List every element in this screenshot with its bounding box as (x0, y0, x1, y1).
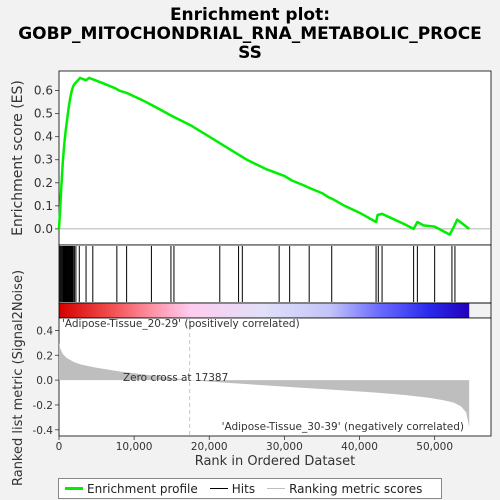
zero-cross-label: Zero cross at 17387 (123, 372, 228, 384)
x-tick-label: 10,000 (116, 441, 153, 453)
es-tick-label: 0.6 (34, 84, 53, 98)
legend-swatch-profile (65, 487, 83, 490)
legend: Enrichment profile Hits Ranking metric s… (58, 478, 442, 499)
legend-label-metric: Ranking metric scores (289, 481, 423, 496)
es-tick-label: 0.1 (34, 199, 53, 213)
chart-title-line-3: SS (238, 43, 262, 63)
legend-swatch-hits (209, 488, 228, 489)
x-tick-label: 20,000 (191, 441, 228, 453)
metric-axis-ticks: -0.4 -0.2 0.0 0.2 0.4 (33, 325, 59, 437)
x-tick-label: 50,000 (416, 441, 453, 453)
x-axis-ticks: 0 10,000 20,000 30,000 40,000 50,000 (56, 436, 453, 453)
metric-tick-label: 0.0 (36, 375, 53, 387)
es-tick-label: 0.5 (34, 107, 53, 121)
es-panel (58, 70, 492, 246)
metric-tick-label: 0.2 (36, 350, 53, 362)
metric-tick-label: -0.2 (33, 400, 54, 412)
chart-title-line-2: GOBP_MITOCHONDRIAL_RNA_METABOLIC_PROCE (18, 24, 482, 44)
legend-item-profile: Enrichment profile (65, 482, 198, 496)
metric-axis-label: Ranked list metric (Signal2Noise) (11, 270, 26, 486)
legend-item-metric: Ranking metric scores (267, 482, 422, 496)
es-tick-label: 0.3 (34, 153, 53, 167)
legend-label-hits: Hits (231, 481, 256, 496)
legend-label-profile: Enrichment profile (87, 481, 198, 496)
hit-marks (59, 246, 456, 302)
es-tick-label: 0.4 (34, 130, 53, 144)
metric-tick-label: 0.4 (36, 325, 53, 337)
legend-item-hits: Hits (209, 481, 256, 496)
x-axis-label: Rank in Ordered Dataset (195, 454, 356, 469)
es-axis-label: Enrichment score (ES) (10, 80, 26, 236)
es-tick-label: 0.0 (34, 222, 53, 236)
enrichment-profile-line (57, 76, 470, 236)
chart-title-line-1: Enrichment plot: (170, 5, 330, 25)
es-axis-ticks: 0.0 0.1 0.2 0.3 0.4 0.5 0.6 (34, 84, 59, 236)
positive-correlation-label: 'Adipose-Tissue_20-29' (positively corre… (62, 318, 300, 330)
ranking-metric-area (59, 342, 470, 428)
x-tick-label: 0 (56, 441, 63, 453)
legend-swatch-metric (267, 488, 286, 489)
rank-color-bar (59, 303, 470, 318)
es-tick-label: 0.2 (34, 176, 53, 190)
x-tick-label: 40,000 (341, 441, 378, 453)
metric-tick-label: -0.4 (33, 425, 54, 437)
x-tick-label: 30,000 (266, 441, 303, 453)
negative-correlation-label: 'Adipose-Tissue_30-39' (negatively corre… (222, 421, 464, 433)
hits-panel (58, 244, 492, 304)
